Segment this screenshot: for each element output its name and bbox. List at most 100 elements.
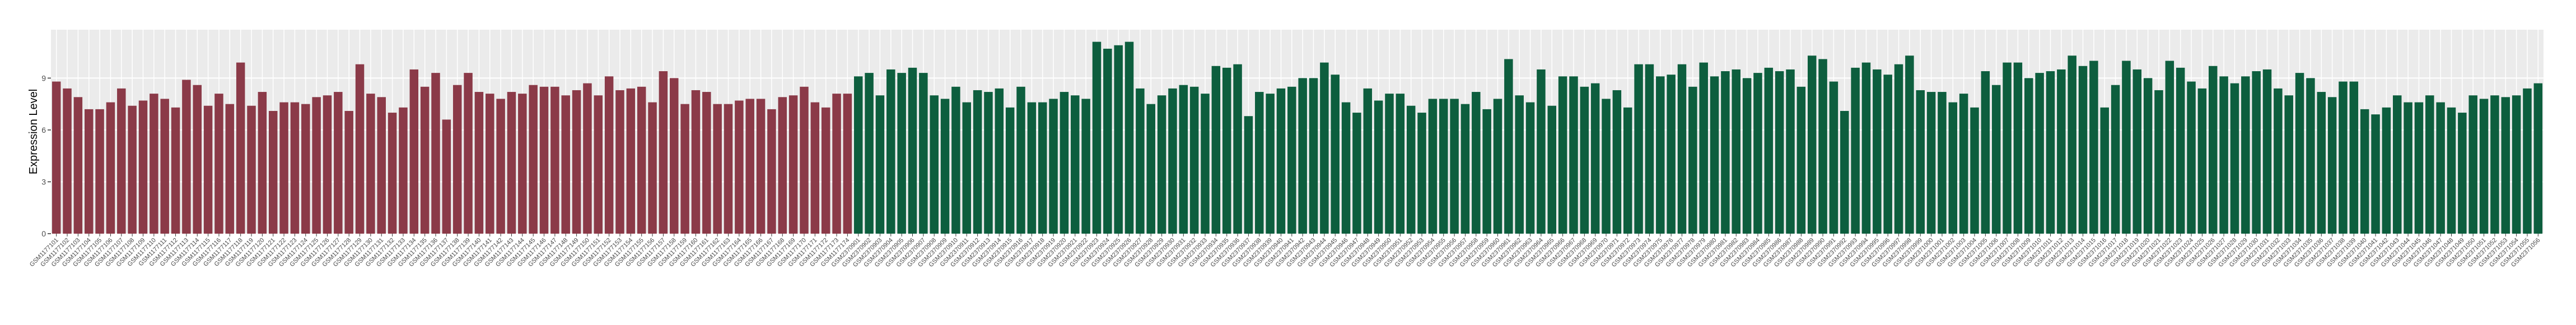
bar <box>1981 71 1990 234</box>
bar <box>399 107 408 234</box>
bar <box>442 119 451 234</box>
bar <box>2209 66 2218 234</box>
bar <box>2393 95 2402 234</box>
bar <box>875 95 885 234</box>
bar <box>138 100 148 234</box>
bar <box>604 76 614 234</box>
bar <box>865 73 874 234</box>
bar <box>1829 81 1838 234</box>
bar <box>897 73 906 234</box>
bar <box>1276 88 1286 234</box>
bar <box>756 99 766 234</box>
bar <box>962 102 971 234</box>
bar <box>2068 55 2076 234</box>
bar <box>1406 105 1416 234</box>
bar <box>843 94 852 234</box>
bar <box>1525 102 1535 234</box>
bar <box>2414 102 2424 234</box>
bar <box>2425 95 2434 234</box>
bar <box>951 86 960 234</box>
bar <box>1374 100 1383 234</box>
bar <box>1189 86 1199 234</box>
bar <box>1948 102 1958 234</box>
bar <box>2317 92 2326 234</box>
y-axis-title: Expression Level <box>27 89 40 174</box>
bar <box>995 88 1004 234</box>
bar <box>1417 113 1426 234</box>
bar <box>2479 99 2489 234</box>
bar <box>1363 88 1373 234</box>
bar <box>312 97 321 234</box>
bar <box>800 86 809 234</box>
bar <box>821 107 830 234</box>
bar <box>1590 83 1600 234</box>
bar <box>1136 88 1145 234</box>
bar <box>1764 67 1774 234</box>
bar <box>1309 78 1318 234</box>
bar <box>2458 113 2467 234</box>
bar <box>2187 81 2196 234</box>
bar <box>150 94 158 234</box>
bar <box>1569 76 1578 234</box>
bar <box>1851 67 1860 234</box>
bar <box>1071 95 1080 234</box>
bar <box>2154 90 2163 234</box>
bar <box>1179 85 1188 234</box>
bar <box>1146 104 1155 234</box>
bar <box>767 109 776 234</box>
bar <box>788 95 798 234</box>
bar <box>2371 114 2380 234</box>
bar <box>1060 92 1069 234</box>
bar <box>2327 97 2337 234</box>
bar <box>853 76 863 234</box>
bar <box>2089 61 2098 234</box>
bar <box>810 102 820 234</box>
y-tick-label: 0 <box>41 229 46 238</box>
bar <box>702 92 711 234</box>
bar <box>572 90 581 234</box>
bar <box>247 105 256 234</box>
bar <box>1211 66 1221 234</box>
bar <box>160 99 169 234</box>
bar <box>2035 73 2044 234</box>
bar <box>940 99 950 234</box>
bar <box>2122 61 2131 234</box>
bar <box>496 99 505 234</box>
bar <box>1991 85 2001 234</box>
bar <box>1450 99 1459 234</box>
bar <box>561 95 570 234</box>
bar <box>1092 41 1102 234</box>
bar <box>2165 61 2174 234</box>
bar <box>984 92 993 234</box>
bar <box>1732 69 1741 234</box>
bar <box>2219 76 2228 234</box>
bar <box>507 92 516 234</box>
bar <box>73 97 83 234</box>
bar <box>539 86 549 234</box>
bar <box>193 85 202 234</box>
bar <box>63 88 72 234</box>
bar <box>2284 95 2293 234</box>
bar <box>1645 64 1654 234</box>
bar <box>2078 66 2088 234</box>
bar <box>1840 110 1849 234</box>
bar <box>724 104 733 234</box>
bar <box>648 102 657 234</box>
bar <box>2003 62 2012 234</box>
bar <box>1677 64 1687 234</box>
bar <box>1883 75 1892 234</box>
bar <box>1861 62 1871 234</box>
bar <box>2512 95 2521 234</box>
bar <box>366 94 375 234</box>
bar <box>1222 67 1231 234</box>
y-tick-label: 6 <box>41 126 46 134</box>
bar <box>2295 73 2304 234</box>
bar <box>464 73 473 234</box>
bar <box>529 85 538 234</box>
bar <box>388 113 397 234</box>
bar <box>1385 94 1394 234</box>
bar <box>2057 69 2066 234</box>
bar <box>334 92 343 234</box>
bar <box>1558 76 1567 234</box>
bar <box>1157 95 1166 234</box>
